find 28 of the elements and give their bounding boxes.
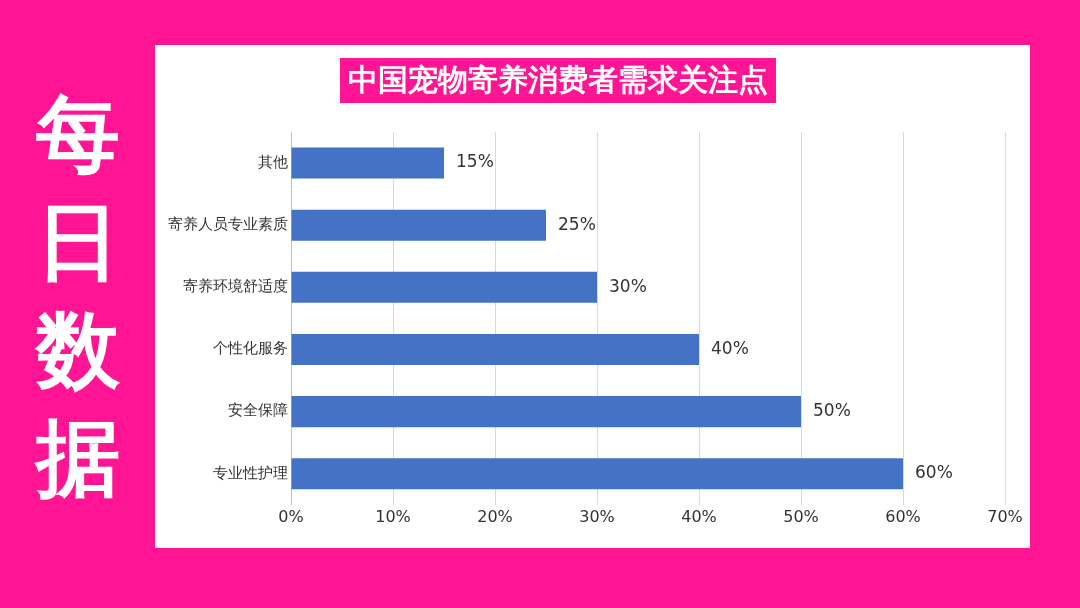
- y-tick-label: 安全保障: [228, 401, 288, 420]
- data-label: 60%: [915, 462, 953, 483]
- data-label: 50%: [813, 400, 851, 421]
- data-label: 25%: [558, 213, 596, 234]
- y-tick-label: 寄养人员专业素质: [168, 215, 288, 234]
- y-tick-label: 其他: [258, 152, 288, 171]
- y-tick-label: 专业性护理: [213, 463, 288, 482]
- x-tick-label: 50%: [783, 506, 819, 526]
- data-label: 40%: [711, 337, 749, 358]
- y-tick-label: 个性化服务: [213, 339, 288, 358]
- x-tick-label: 40%: [681, 506, 717, 526]
- bar: [291, 396, 801, 428]
- x-tick-label: 70%: [987, 506, 1023, 526]
- text: 每日数据: [33, 84, 121, 509]
- x-tick-label: 30%: [579, 506, 615, 526]
- bar: [291, 333, 699, 365]
- x-tick-label: 60%: [885, 506, 921, 526]
- data-label: 15%: [456, 151, 494, 172]
- bar: [291, 209, 546, 241]
- bar: [291, 271, 597, 303]
- x-tick-label: 0%: [278, 506, 304, 526]
- bar: [291, 147, 444, 179]
- bar: [291, 458, 903, 490]
- chart-title: 中国宠物寄养消费者需求关注点: [340, 58, 776, 103]
- data-label: 30%: [609, 275, 647, 296]
- y-tick-label: 寄养环境舒适度: [183, 277, 288, 296]
- x-tick-label: 20%: [477, 506, 513, 526]
- x-tick-label: 10%: [375, 506, 411, 526]
